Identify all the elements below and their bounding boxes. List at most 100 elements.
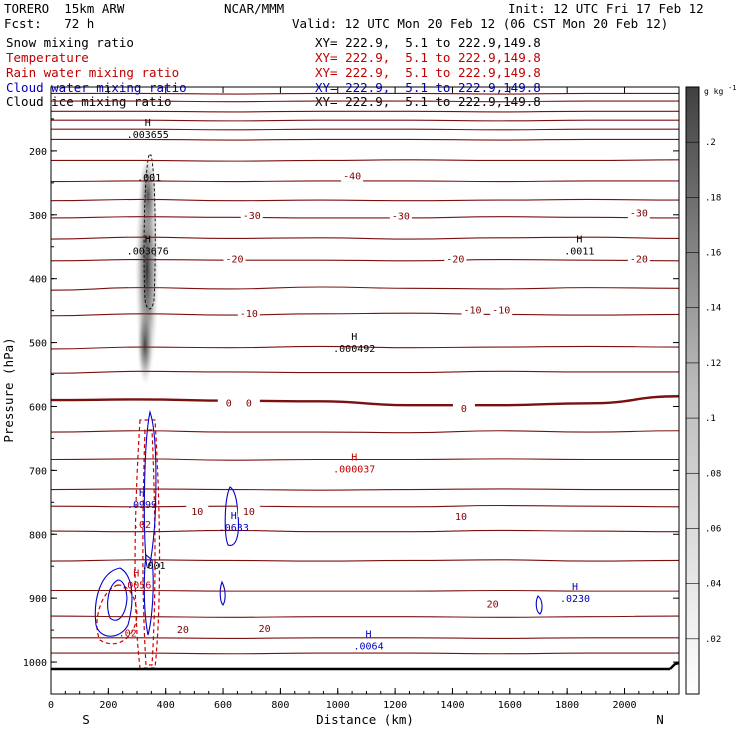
x-tick-label-10: 2000: [612, 700, 636, 711]
extrema-mark-5: H: [351, 452, 357, 463]
extrema-value-2: .003676: [127, 246, 169, 257]
extrema-mark-10: H: [133, 569, 139, 580]
cloud-water-small-cell: [219, 580, 226, 606]
field-name-temperature: Temperature: [6, 50, 89, 65]
contour-label-bg-5: [444, 252, 467, 265]
contour-label-8: -10: [464, 306, 482, 317]
extrema-value-0: .003655: [127, 130, 169, 141]
field-name-rain: Rain water mixing ratio: [6, 65, 180, 80]
colorbar-tick-label-7: .16: [705, 249, 721, 259]
temperature-contour-3: [50, 119, 679, 122]
contour-label-0: -40: [343, 171, 361, 182]
cloud-ice-contours: [143, 154, 156, 310]
contour-labels: -40 -30 -30 -30 -20 -20 -20 -10 -10 -10 0 0 0 10 10 10 2…: [171, 169, 650, 636]
x-tick-label-0: 0: [48, 700, 54, 711]
temperature-contour-6: [51, 159, 680, 162]
contour-label-bg-9: [490, 303, 513, 316]
contour-label-bg-3: [627, 206, 650, 219]
temperature-contour-5: [51, 138, 679, 141]
cloud-water-left-cell: [94, 567, 133, 637]
contour-label-2: -30: [392, 212, 410, 223]
extrema-value-7: .02: [133, 520, 151, 531]
colorbar-tick-label-6: .14: [705, 304, 721, 314]
contour-label-17: 20: [259, 624, 271, 635]
temperature-contour-2: [51, 110, 679, 113]
rain-contour-column-inner: [142, 429, 156, 666]
valid-time: Valid: 12 UTC Mon 20 Feb 12 (06 CST Mon …: [292, 16, 669, 31]
temperature-contour-23: [50, 589, 679, 592]
contour-label-16: 20: [177, 625, 189, 636]
contour-label-bg-18: [481, 597, 504, 610]
temperature-contour-15: [50, 370, 679, 374]
y-axis-label: Pressure (hPa): [1, 337, 16, 442]
temperature-contour-19: [50, 488, 679, 491]
extrema-mark-12: H: [366, 629, 372, 640]
colorbar-tick-label-3: .08: [705, 469, 721, 479]
temperature-contour-12: [50, 286, 680, 291]
extrema-value-9: .001: [141, 561, 165, 572]
contour-label-bg-1: [240, 209, 263, 222]
extrema-value-11: .02: [119, 628, 137, 639]
x-tick-label-6: 1200: [383, 700, 407, 711]
temperature-contour-20: [50, 504, 680, 508]
contour-label-bg-13: [186, 504, 209, 517]
x-tick-label-5: 1000: [326, 700, 350, 711]
cloud-water-column: [143, 409, 157, 569]
colorbar-tick-label-8: .18: [705, 193, 721, 203]
temperature-contour-22: [50, 559, 680, 562]
contour-label-bg-15: [450, 510, 473, 523]
contour-label-3: -30: [630, 209, 648, 220]
contour-label-bg-16: [171, 623, 194, 636]
snow-shading-lower: [137, 305, 153, 385]
south-label: S: [82, 712, 90, 727]
colorbar-bar: [685, 86, 700, 695]
extrema-value-12: .0064: [354, 641, 384, 652]
colorbar-tick-label-2: .06: [705, 524, 721, 534]
extrema-mark-4: H: [351, 332, 357, 343]
x-tick-label-8: 1600: [498, 700, 522, 711]
temperature-contour-17: [50, 430, 680, 434]
y-tick-label-2: 400: [29, 275, 47, 286]
extrema-value-13: .0230: [560, 594, 590, 605]
colorbar-tick-label-4: .1: [705, 414, 716, 424]
colorbar-tick-label-1: .04: [705, 580, 721, 590]
x-tick-label-4: 800: [271, 700, 289, 711]
field-name-snow: Snow mixing ratio: [6, 35, 134, 50]
x-axis-label: Distance (km): [316, 712, 414, 727]
temperature-contours: [50, 92, 680, 655]
temperature-contour-1: [51, 100, 679, 103]
extrema-mark-8: H: [231, 511, 237, 522]
extrema-value-8: .0633: [219, 523, 249, 534]
temperature-contour-7: [50, 180, 679, 183]
contour-label-bg-10: [217, 396, 240, 409]
colorbar-unit: g kg -1: [704, 84, 737, 96]
field-xy-temperature: XY= 222.9, 5.1 to 222.9,149.8: [315, 50, 541, 65]
contour-label-bg-12: [452, 402, 475, 415]
temperature-contour-13: [50, 312, 680, 317]
contour-label-9: -10: [492, 306, 510, 317]
contour-label-13: 10: [191, 507, 203, 518]
extrema-mark-2: H: [145, 234, 151, 245]
extrema-mark-6: H: [139, 488, 145, 499]
extrema-value-5: .000037: [333, 464, 375, 475]
contour-label-bg-14: [237, 504, 260, 517]
cloud-water-contours: [94, 409, 543, 637]
forecast-hour: Fcst: 72 h: [4, 16, 95, 31]
field-xy-rain: XY= 222.9, 5.1 to 222.9,149.8: [315, 65, 541, 80]
cloud-ice-column: [143, 154, 156, 310]
cloud-water-right-cell: [535, 595, 543, 615]
y-tick-label-4: 600: [29, 402, 47, 413]
contour-label-bg-8: [461, 303, 484, 316]
contour-label-bg-4: [223, 252, 246, 265]
contour-label-5: -20: [446, 255, 464, 266]
model-name: TORERO 15km ARW: [4, 1, 125, 16]
temperature-contour-8: [50, 198, 680, 202]
contour-label-11: 0: [246, 398, 252, 409]
y-tick-label-8: 1000: [23, 658, 47, 669]
temperature-contour-10: [50, 236, 680, 240]
extrema-value-1: .001: [137, 173, 161, 184]
colorbar-ticks: .02 .04 .06 .08 .1 .12 .14 .16 .18 .2: [686, 138, 721, 645]
extrema-value-6: .0999: [127, 500, 157, 511]
